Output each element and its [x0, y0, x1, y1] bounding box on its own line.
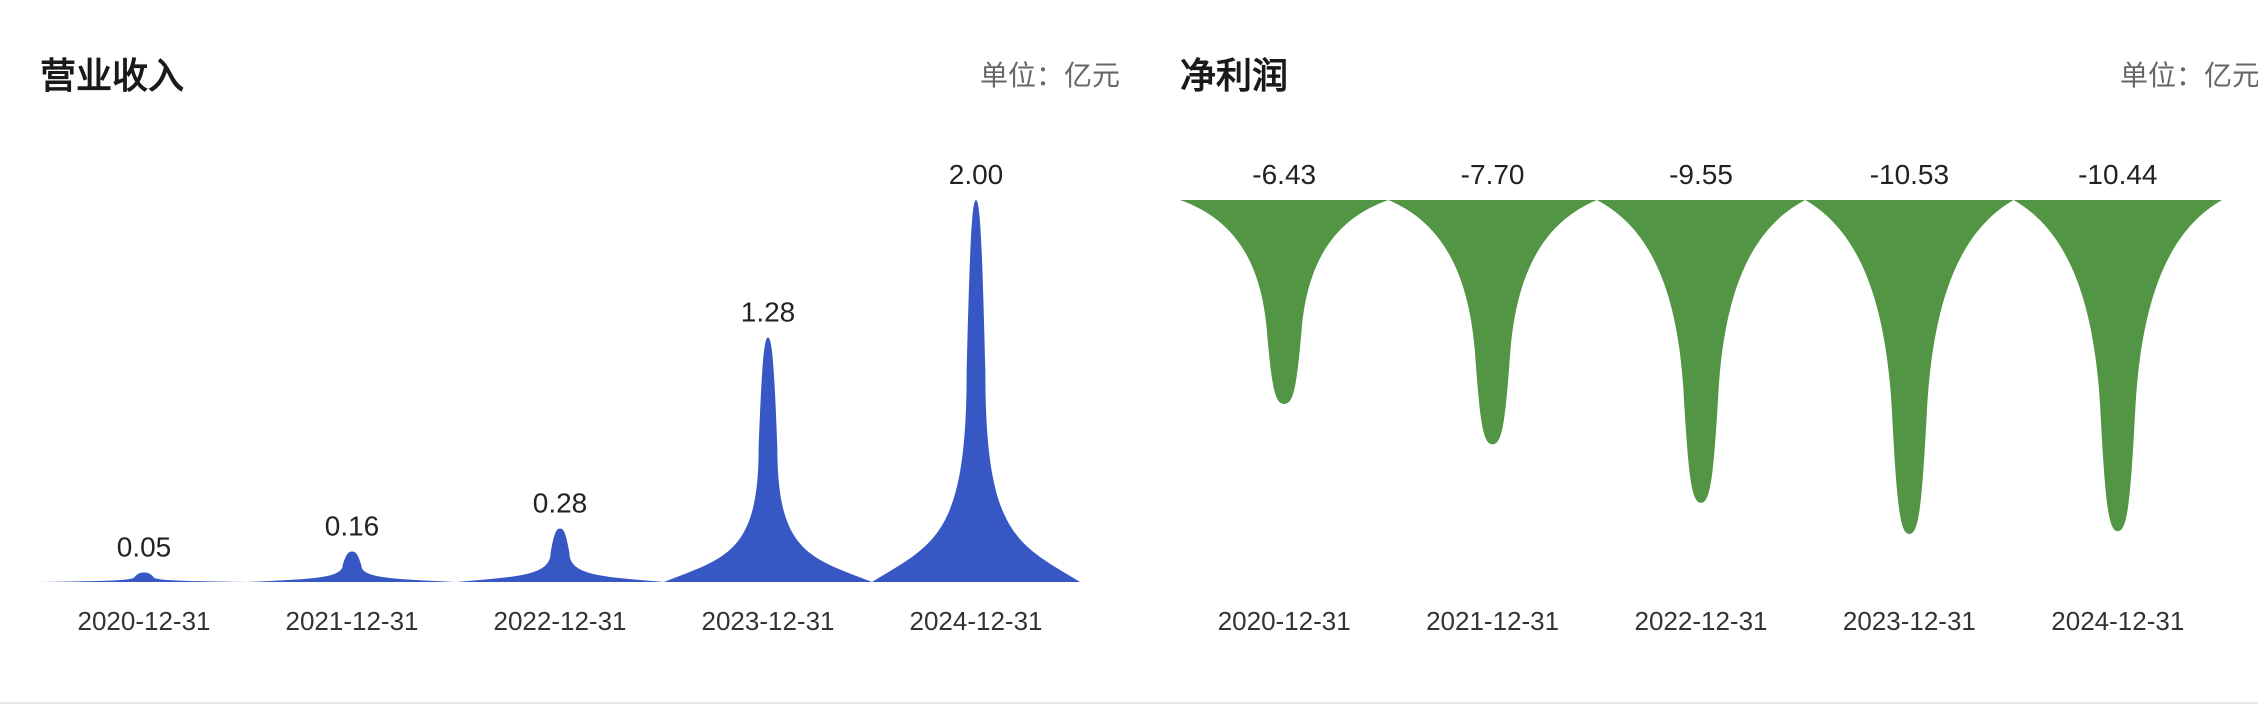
- net-profit-unit-label: 单位：亿元: [2119, 60, 2258, 91]
- bar-2020-12-31[interactable]: [1180, 200, 1389, 404]
- value-label-2023-12-31: 1.28: [741, 297, 796, 328]
- value-label-2021-12-31: 0.16: [325, 510, 380, 541]
- x-tick-2020-12-31: 2020-12-31: [1218, 606, 1351, 636]
- net-profit-chart-panel: 净利润 单位：亿元 -6.43 2020-12-31 -7.70 2021-12-31…: [1180, 0, 2258, 700]
- bar-2020-12-31[interactable]: [40, 572, 248, 582]
- revenue-chart: 0.05 2020-12-31 0.16 2021-12-31 0.28 2022-12-…: [40, 159, 1080, 636]
- x-tick-2021-12-31: 2021-12-31: [286, 606, 419, 636]
- x-tick-2023-12-31: 2023-12-31: [1843, 606, 1976, 636]
- x-tick-2022-12-31: 2022-12-31: [494, 606, 627, 636]
- net-profit-chart: -6.43 2020-12-31 -7.70 2021-12-31 -9.55 2022-…: [1180, 159, 2222, 636]
- bar-2021-12-31[interactable]: [1388, 200, 1597, 445]
- net-profit-chart-title: 净利润: [1180, 55, 1289, 96]
- x-tick-2022-12-31: 2022-12-31: [1635, 606, 1768, 636]
- value-label-2022-12-31: 0.28: [533, 488, 588, 519]
- x-tick-2023-12-31: 2023-12-31: [702, 606, 835, 636]
- bar-2024-12-31[interactable]: [2013, 200, 2222, 532]
- revenue-unit-label: 单位：亿元: [979, 60, 1120, 91]
- bar-2021-12-31[interactable]: [248, 551, 456, 582]
- value-label-2020-12-31: -6.43: [1252, 159, 1316, 190]
- value-label-2024-12-31: 2.00: [949, 159, 1004, 190]
- value-label-2020-12-31: 0.05: [117, 531, 172, 562]
- bar-2023-12-31[interactable]: [1805, 200, 2014, 534]
- value-label-2021-12-31: -7.70: [1461, 159, 1525, 190]
- value-label-2024-12-31: -10.44: [2078, 159, 2157, 190]
- value-label-2023-12-31: -10.53: [1870, 159, 1949, 190]
- revenue-chart-title: 营业收入: [40, 55, 185, 96]
- bar-2022-12-31[interactable]: [456, 528, 664, 582]
- x-tick-2024-12-31: 2024-12-31: [910, 606, 1043, 636]
- bar-2022-12-31[interactable]: [1596, 200, 1806, 503]
- x-tick-2024-12-31: 2024-12-31: [2051, 606, 2184, 636]
- x-tick-2021-12-31: 2021-12-31: [1426, 606, 1559, 636]
- bar-2023-12-31[interactable]: [664, 337, 872, 582]
- x-tick-2020-12-31: 2020-12-31: [78, 606, 211, 636]
- revenue-chart-panel: 营业收入 单位：亿元 0.05 2020-12-31 0.16 2021-12-31 0…: [40, 0, 1120, 700]
- bottom-divider: [0, 702, 2258, 704]
- value-label-2022-12-31: -9.55: [1669, 159, 1733, 190]
- bar-2024-12-31[interactable]: [872, 200, 1080, 582]
